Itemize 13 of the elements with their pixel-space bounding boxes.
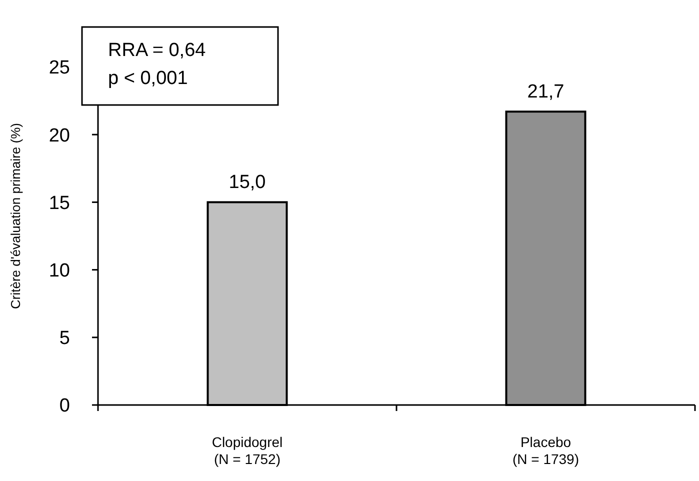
y-tick-label: 10 xyxy=(48,260,70,282)
y-tick-label: 15 xyxy=(48,192,70,214)
data-label: 21,7 xyxy=(527,82,564,103)
y-tick-label: 20 xyxy=(48,125,70,146)
x-tick-label: Clopidogrel (N = 1752) xyxy=(212,434,283,467)
y-tick-label: 0 xyxy=(59,396,70,417)
y-tick-label: 25 xyxy=(48,58,70,79)
annotation: p < 0,001 xyxy=(108,68,188,89)
text: RRA = 0,64 xyxy=(108,40,206,61)
y-tick-label: 5 xyxy=(59,328,70,350)
x-tick-label: Placebo (N = 1739) xyxy=(512,434,580,467)
data-label: 15,0 xyxy=(228,172,266,194)
y-axis-title: Critère d'évaluation primaire (%) xyxy=(8,123,23,309)
